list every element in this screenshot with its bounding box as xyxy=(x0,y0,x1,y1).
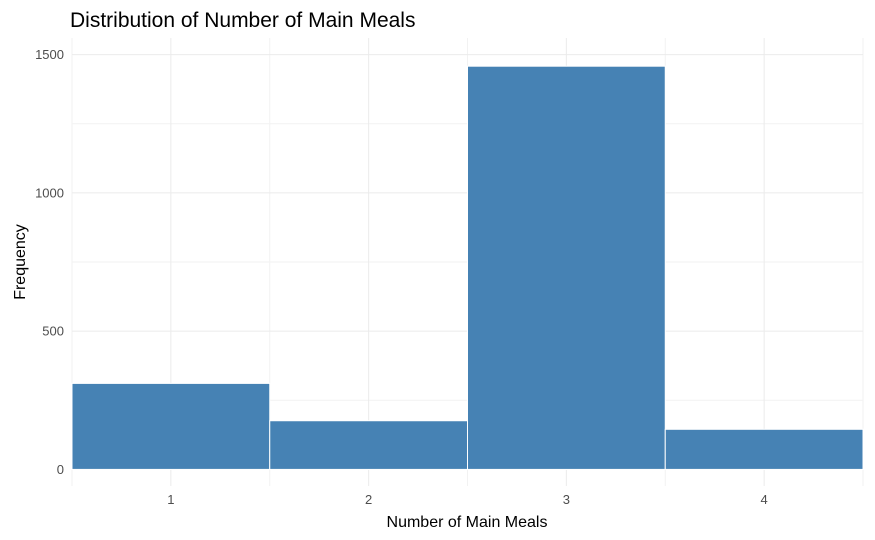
y-axis-title: Frequency xyxy=(12,224,29,300)
bars-layer xyxy=(71,65,864,470)
y-tick-label: 0 xyxy=(57,462,64,477)
x-axis-title: Number of Main Meals xyxy=(387,514,548,531)
y-tick-label: 1500 xyxy=(35,47,64,62)
bar-1 xyxy=(71,382,271,470)
x-tick-label: 2 xyxy=(365,492,372,507)
bar-2 xyxy=(269,420,468,470)
bar-4 xyxy=(664,428,864,470)
y-tick-label: 1000 xyxy=(35,185,64,200)
x-tick-label: 3 xyxy=(563,492,570,507)
tick-labels: 0 500 1000 1500 1 2 3 4 xyxy=(35,47,768,507)
x-tick-label: 4 xyxy=(761,492,768,507)
chart-title: Distribution of Number of Main Meals xyxy=(70,9,415,32)
x-tick-label: 1 xyxy=(167,492,174,507)
y-tick-label: 500 xyxy=(42,324,64,339)
bar-3 xyxy=(467,65,666,470)
